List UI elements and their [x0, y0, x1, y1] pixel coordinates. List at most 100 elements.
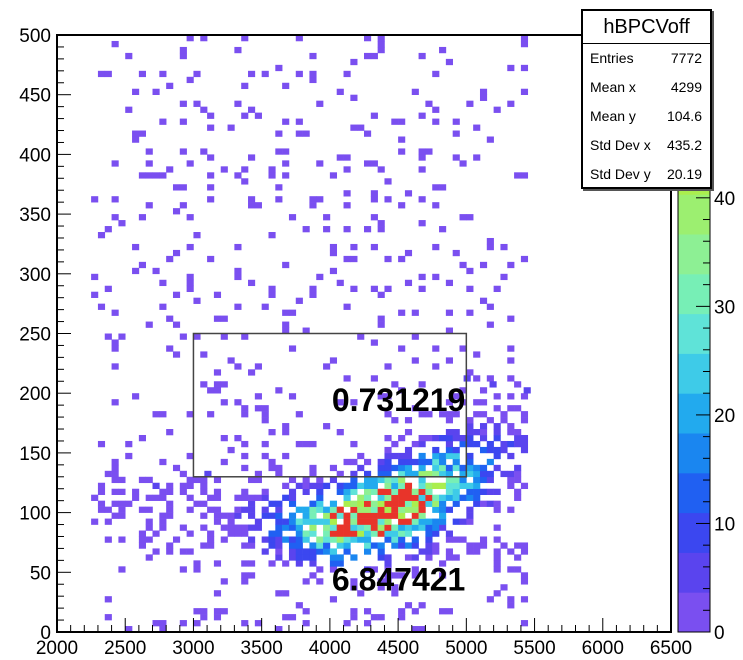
x-tick-label: 5000 — [445, 638, 487, 659]
heatmap-cell — [377, 291, 385, 298]
heatmap-cell — [104, 226, 112, 233]
heatmap-cell — [466, 482, 474, 490]
heatmap-cell — [200, 476, 208, 484]
heatmap-cell — [350, 536, 358, 543]
heatmap-cell — [159, 279, 167, 287]
heatmap-cell — [486, 303, 494, 310]
heatmap-cell — [452, 458, 460, 466]
heatmap-cell — [111, 214, 119, 221]
heatmap-cell — [486, 470, 494, 478]
heatmap-cell — [452, 518, 460, 525]
heatmap-cell — [459, 470, 467, 478]
heatmap-cell — [213, 560, 222, 567]
heatmap-cell — [350, 614, 358, 621]
heatmap-cell — [111, 464, 119, 472]
heatmap-cell — [132, 136, 140, 143]
heatmap-cell — [309, 52, 317, 60]
heatmap-cell — [500, 542, 508, 549]
heatmap-cell — [486, 476, 494, 484]
heatmap-cell — [275, 512, 283, 519]
heatmap-cell — [241, 333, 249, 340]
heatmap-cell — [411, 554, 419, 561]
heatmap-cell — [418, 524, 426, 531]
heatmap-cell — [268, 166, 276, 173]
heatmap-cell — [295, 411, 303, 418]
heatmap-cell — [275, 500, 283, 507]
heatmap-cell — [204, 470, 212, 478]
heatmap-cell — [241, 542, 249, 549]
heatmap-cell — [207, 196, 215, 203]
heatmap-cell — [432, 500, 440, 507]
heatmap-cell — [302, 506, 310, 513]
heatmap-cell — [418, 518, 426, 525]
heatmap-cell — [493, 285, 501, 293]
heatmap-cell — [479, 542, 488, 549]
heatmap-cell — [479, 470, 488, 478]
heatmap-cell — [152, 88, 160, 95]
heatmap-cell — [432, 524, 440, 531]
heatmap-cell — [398, 530, 406, 537]
heatmap-cell — [398, 518, 406, 525]
heatmap-cell — [275, 470, 283, 478]
heatmap-cell — [329, 476, 338, 484]
heatmap-cell — [97, 500, 106, 507]
heatmap-cell — [316, 578, 324, 585]
heatmap-cell — [466, 100, 474, 107]
heatmap-cell — [418, 196, 426, 203]
heatmap-cell — [377, 494, 385, 501]
heatmap-cell — [261, 452, 269, 460]
heatmap-cell — [384, 554, 392, 561]
heatmap-cell — [404, 488, 413, 495]
heatmap-cell — [213, 369, 222, 376]
heatmap-cell — [275, 542, 283, 549]
heatmap-cell — [275, 590, 283, 597]
heatmap-cell — [343, 620, 351, 627]
heatmap-cell — [234, 494, 242, 501]
heatmap-cell — [268, 172, 276, 179]
heatmap-cell — [166, 82, 174, 90]
heatmap-cell — [473, 154, 481, 161]
heatmap-cell — [432, 345, 440, 352]
heatmap-cell — [364, 488, 372, 495]
heatmap-cell — [254, 112, 262, 119]
heatmap-cell — [377, 518, 385, 525]
heatmap-cell — [364, 500, 372, 507]
heatmap-cell — [418, 154, 426, 161]
stats-label: Mean x — [590, 79, 636, 95]
heatmap-cell — [452, 488, 460, 495]
heatmap-cell — [520, 411, 529, 418]
heatmap-cell — [282, 536, 290, 543]
heatmap-cell — [466, 518, 474, 525]
heatmap-cell — [398, 470, 406, 478]
heatmap-cell — [166, 315, 174, 322]
heatmap-cell — [479, 464, 488, 472]
heatmap-cell — [159, 118, 167, 125]
heatmap-cell — [132, 494, 140, 501]
heatmap-cell — [350, 578, 358, 585]
heatmap-cell — [507, 405, 515, 412]
heatmap-cell — [207, 411, 215, 418]
heatmap-cell — [200, 488, 208, 495]
heatmap-cell — [418, 220, 426, 227]
heatmap-cell — [295, 542, 303, 549]
heatmap-cell — [445, 417, 453, 424]
heatmap-cell — [227, 518, 235, 525]
heatmap-cell — [207, 387, 215, 394]
heatmap-cell — [384, 458, 392, 466]
heatmap-cell — [404, 518, 413, 525]
heatmap-cell — [398, 482, 406, 490]
heatmap-cell — [466, 423, 474, 430]
heatmap-cell — [520, 482, 529, 490]
heatmap-cell — [166, 542, 174, 549]
heatmap-cell — [466, 470, 474, 478]
heatmap-cell — [302, 226, 310, 233]
heatmap-cell — [466, 267, 474, 275]
heatmap-cell — [309, 530, 317, 537]
heatmap-cell — [200, 148, 208, 155]
heatmap-cell — [452, 249, 460, 257]
heatmap-cell — [445, 452, 453, 460]
stats-label: Mean y — [590, 108, 636, 124]
heatmap-cell — [248, 542, 256, 549]
heatmap-cell — [364, 494, 372, 501]
heatmap-cell — [200, 542, 208, 549]
